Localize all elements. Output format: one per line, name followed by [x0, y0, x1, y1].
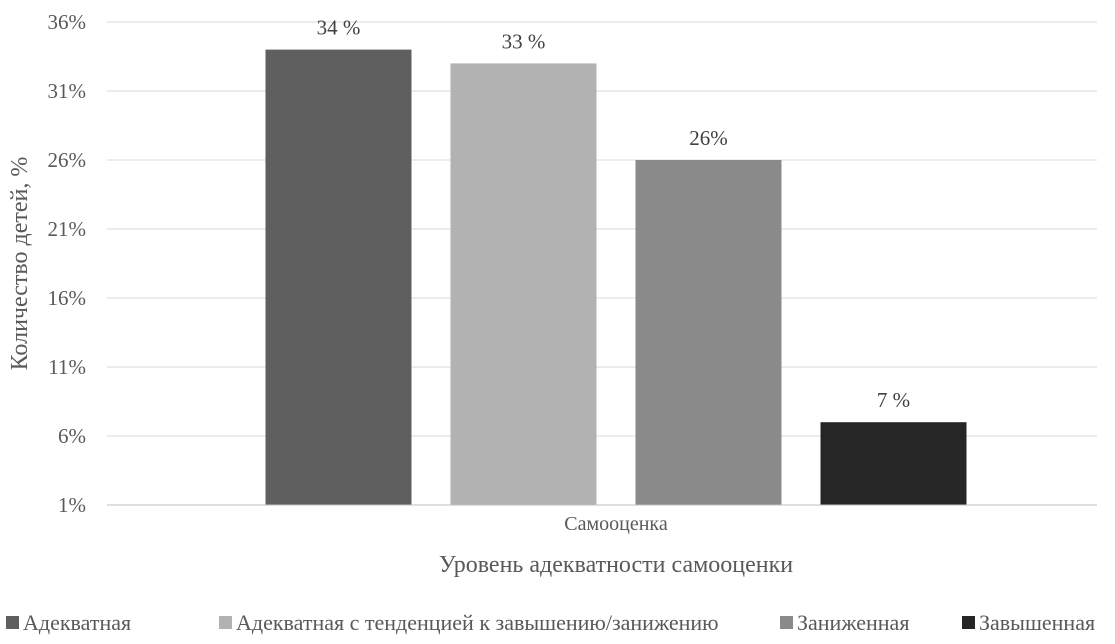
legend-swatch — [219, 616, 232, 629]
legend-item: Завышенная — [962, 610, 1095, 635]
legend-label: Заниженная — [797, 610, 909, 635]
legend: Адекватная Адекватная с тенденцией к завы… — [6, 610, 1095, 635]
y-axis-title: Количество детей, % — [7, 157, 33, 371]
x-axis-title: Уровень адекватности самооценки — [439, 552, 793, 578]
y-tick-label: 1% — [58, 493, 86, 517]
legend-item: Адекватная с тенденцией к завышению/зани… — [219, 610, 719, 635]
legend-item: Заниженная — [780, 610, 909, 635]
legend-swatch — [6, 616, 19, 629]
data-label: 33 % — [502, 29, 546, 53]
y-tick-label: 16% — [48, 286, 87, 310]
bar — [265, 49, 412, 505]
data-labels: 34 % 33 % 26% 7 % — [317, 16, 911, 413]
y-tick-label: 6% — [58, 424, 86, 448]
data-label: 26% — [689, 126, 728, 150]
legend-label: Адекватная с тенденцией к завышению/зани… — [236, 610, 719, 635]
y-tick-label: 26% — [48, 148, 87, 172]
y-tick-label: 21% — [48, 217, 87, 241]
legend-label: Адекватная — [23, 610, 131, 635]
legend-label: Завышенная — [979, 610, 1095, 635]
legend-swatch — [962, 616, 975, 629]
legend-swatch — [780, 616, 793, 629]
data-label: 7 % — [877, 388, 910, 412]
y-tick-label: 11% — [48, 355, 86, 379]
category-label: Самооценка — [564, 513, 668, 535]
y-tick-label: 31% — [48, 79, 87, 103]
bar — [820, 422, 967, 505]
data-label: 34 % — [317, 16, 361, 40]
legend-item: Адекватная — [6, 610, 131, 635]
bar — [635, 160, 782, 505]
bar — [450, 63, 597, 506]
y-axis-ticks: 1% 6% 11% 16% 21% 26% 31% 36% — [48, 10, 87, 517]
y-tick-label: 36% — [48, 10, 87, 34]
bars — [265, 49, 967, 506]
gridlines — [107, 21, 1097, 437]
